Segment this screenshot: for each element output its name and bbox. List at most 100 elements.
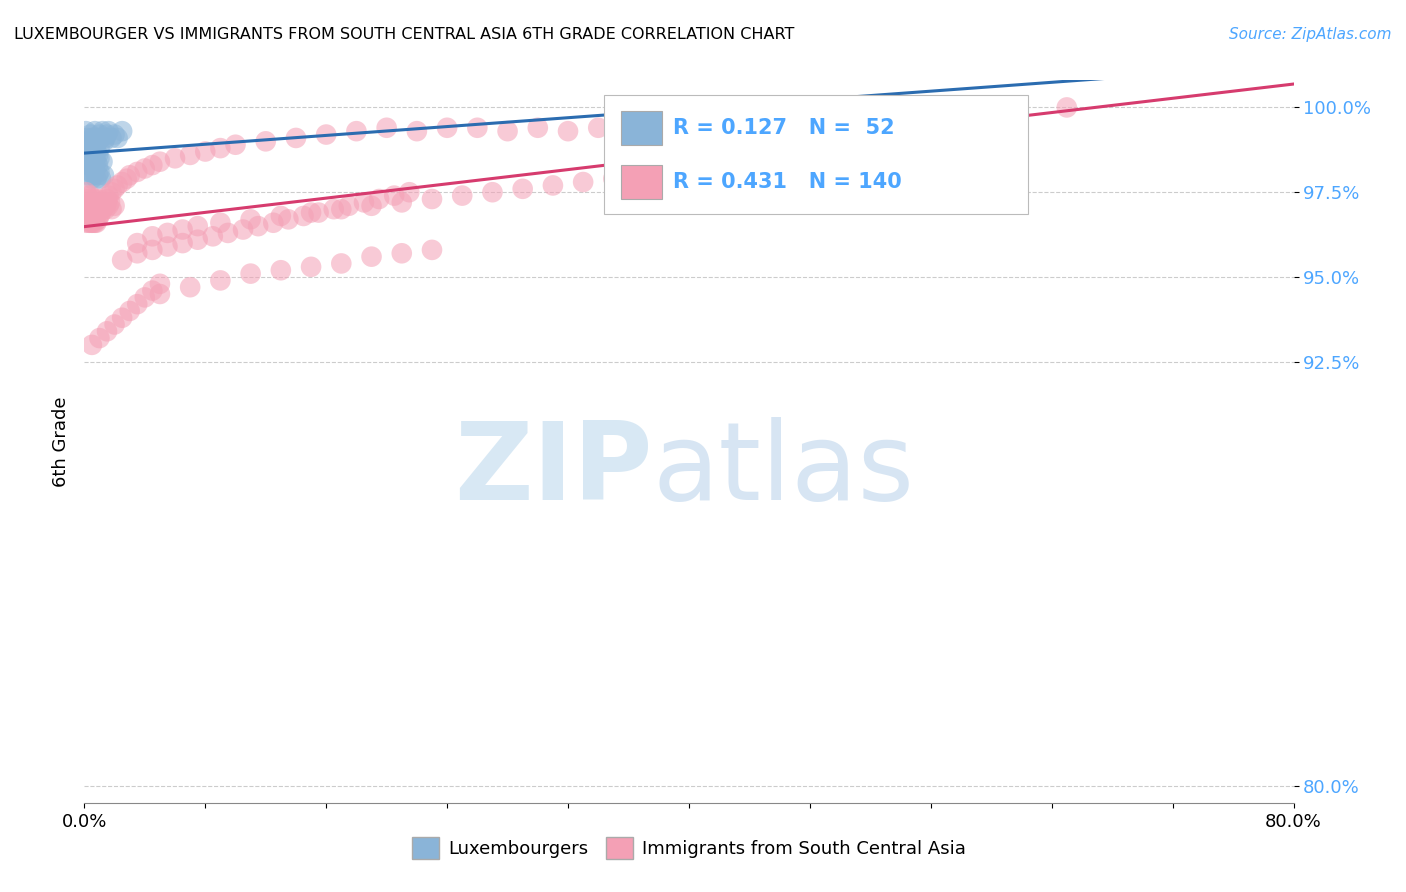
Point	[91, 154, 114, 169]
Point	[118, 168, 141, 182]
Point	[82, 212, 104, 227]
Point	[467, 120, 489, 135]
Point	[86, 216, 108, 230]
Point	[127, 297, 149, 311]
Point	[330, 202, 353, 217]
Point	[239, 267, 262, 281]
Point	[82, 134, 104, 148]
Point	[75, 141, 97, 155]
Point	[77, 158, 100, 172]
Point	[277, 212, 299, 227]
Point	[436, 120, 458, 135]
FancyBboxPatch shape	[621, 111, 662, 145]
Point	[75, 202, 97, 217]
Point	[84, 195, 107, 210]
Point	[156, 239, 179, 253]
Point	[79, 165, 101, 179]
Point	[82, 148, 104, 162]
Point	[79, 188, 101, 202]
Point	[107, 178, 129, 193]
Point	[134, 290, 156, 304]
Point	[84, 141, 107, 155]
Point	[420, 243, 443, 257]
Point	[93, 195, 115, 210]
Point	[87, 195, 110, 210]
Point	[104, 182, 127, 196]
Point	[368, 192, 391, 206]
Legend: Luxembourgers, Immigrants from South Central Asia: Luxembourgers, Immigrants from South Cen…	[405, 830, 973, 866]
Point	[141, 284, 163, 298]
Point	[141, 243, 163, 257]
Point	[76, 131, 98, 145]
Point	[86, 145, 108, 159]
Point	[77, 148, 100, 162]
Point	[90, 205, 112, 219]
Point	[87, 148, 110, 162]
Point	[86, 171, 108, 186]
Point	[79, 212, 101, 227]
Point	[94, 195, 117, 210]
Point	[80, 338, 103, 352]
Point	[80, 154, 103, 169]
Point	[93, 199, 115, 213]
Point	[127, 236, 149, 251]
Point	[80, 212, 103, 227]
Point	[557, 124, 579, 138]
Point	[391, 195, 413, 210]
Text: Source: ZipAtlas.com: Source: ZipAtlas.com	[1229, 27, 1392, 42]
Point	[149, 277, 172, 291]
Point	[89, 199, 111, 213]
Point	[156, 226, 179, 240]
Point	[360, 250, 382, 264]
Point	[481, 185, 503, 199]
Point	[77, 212, 100, 227]
Point	[270, 263, 292, 277]
Point	[89, 209, 111, 223]
Point	[80, 202, 103, 217]
Point	[262, 216, 284, 230]
Point	[194, 145, 217, 159]
Point	[90, 131, 112, 145]
Point	[496, 124, 519, 138]
Point	[87, 202, 110, 217]
Point	[633, 168, 655, 182]
Point	[76, 145, 98, 159]
Point	[79, 141, 101, 155]
Point	[90, 195, 112, 210]
Point	[89, 141, 111, 155]
Point	[91, 202, 114, 217]
Point	[80, 216, 103, 230]
Point	[179, 280, 201, 294]
Point	[90, 171, 112, 186]
Point	[375, 120, 398, 135]
Point	[141, 158, 163, 172]
Y-axis label: 6th Grade: 6th Grade	[52, 396, 70, 487]
Point	[315, 128, 337, 142]
Point	[80, 171, 103, 186]
Point	[100, 202, 122, 217]
Point	[79, 128, 101, 142]
Point	[299, 260, 322, 274]
Point	[94, 131, 117, 145]
Point	[217, 226, 239, 240]
FancyBboxPatch shape	[605, 95, 1028, 214]
Point	[82, 158, 104, 172]
Point	[100, 131, 122, 145]
Point	[76, 209, 98, 223]
Point	[87, 134, 110, 148]
Point	[330, 256, 353, 270]
Point	[89, 331, 111, 345]
Point	[723, 100, 745, 114]
Point	[115, 171, 138, 186]
Point	[111, 253, 134, 268]
Text: R = 0.431   N = 140: R = 0.431 N = 140	[673, 172, 903, 192]
Point	[75, 185, 97, 199]
Point	[406, 124, 429, 138]
Point	[134, 161, 156, 176]
Point	[165, 151, 187, 165]
Point	[86, 131, 108, 145]
Point	[80, 145, 103, 159]
Point	[89, 151, 111, 165]
Point	[86, 199, 108, 213]
Point	[270, 209, 292, 223]
